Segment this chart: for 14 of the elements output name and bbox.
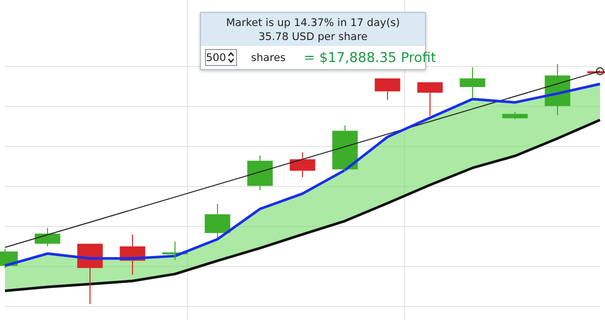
candlestick [204,203,230,238]
candlestick [417,82,443,116]
text: Market is up 14.37% in 17 day(s) [225,16,401,30]
text: 500 [206,52,226,64]
candlestick [332,124,358,172]
candlestick [34,227,60,247]
candlestick [460,66,486,99]
annotation: = $17,888.35 Profit [304,50,436,66]
candlestick [290,152,316,178]
candlestick [502,112,528,120]
text: 35.78 USD per share [257,30,369,44]
text: shares [251,52,286,64]
candlestick [247,154,273,190]
candlestick [374,78,400,100]
